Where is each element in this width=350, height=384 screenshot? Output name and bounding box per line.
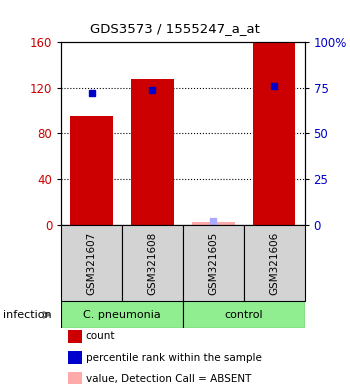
Text: count: count [86,331,115,341]
Text: GSM321607: GSM321607 [87,232,97,295]
Bar [61,225,122,301]
Text: GSM321605: GSM321605 [208,232,218,295]
Bar [183,301,304,328]
Bar [192,222,234,225]
Bar [131,79,174,225]
Text: percentile rank within the sample: percentile rank within the sample [86,353,262,362]
Text: GSM321608: GSM321608 [147,232,158,295]
Bar [183,225,244,301]
Text: GDS3573 / 1555247_a_at: GDS3573 / 1555247_a_at [90,22,260,35]
Text: control: control [224,310,263,320]
Bar [244,225,304,301]
Text: value, Detection Call = ABSENT: value, Detection Call = ABSENT [86,374,251,384]
Text: GSM321606: GSM321606 [269,232,279,295]
Bar [61,301,183,328]
Bar [253,42,295,225]
Text: C. pneumonia: C. pneumonia [83,310,161,320]
Bar [70,116,113,225]
Text: infection: infection [4,310,52,320]
Bar [122,225,183,301]
